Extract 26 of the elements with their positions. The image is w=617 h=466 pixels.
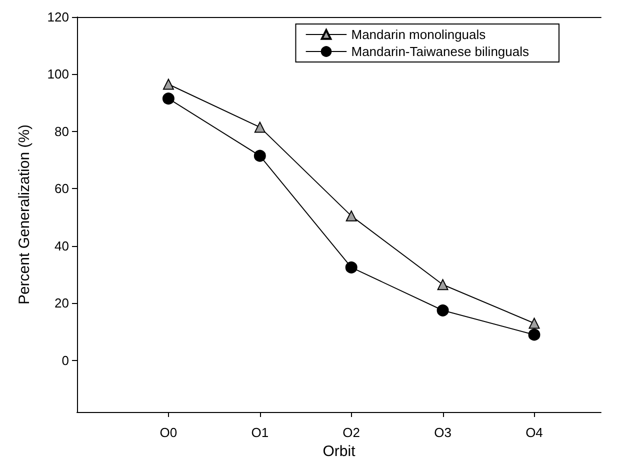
y-tick-label: 120 (47, 10, 69, 24)
point (162, 78, 174, 90)
x-tick-label: O4 (526, 425, 543, 440)
point (346, 210, 357, 222)
y-tick-label: 100 (47, 66, 69, 82)
y-tick-label: 80 (54, 124, 69, 139)
x-axis-title: Orbit (322, 442, 356, 460)
point (436, 304, 449, 316)
y-tick-label: 40 (54, 238, 69, 254)
x-tick-label: O0 (160, 425, 178, 440)
point (162, 92, 174, 105)
y-tick-label: 60 (54, 181, 69, 196)
point (254, 150, 266, 162)
point (254, 122, 266, 133)
point (437, 279, 448, 290)
x-tick-label: O3 (434, 425, 452, 440)
x-tick-label: O1 (251, 425, 269, 440)
y-axis-title: Percent Generalization (%) (16, 124, 33, 305)
y-tick-label: 0 (62, 352, 69, 368)
point (345, 261, 358, 274)
y-tick-label: 20 (54, 296, 69, 311)
point (528, 328, 540, 341)
x-tick-label: O2 (342, 425, 360, 440)
legend-label: Mandarin-Taiwanese bilinguals (351, 44, 530, 59)
point (528, 318, 540, 329)
legend-label: Mandarin monolinguals (351, 27, 486, 42)
